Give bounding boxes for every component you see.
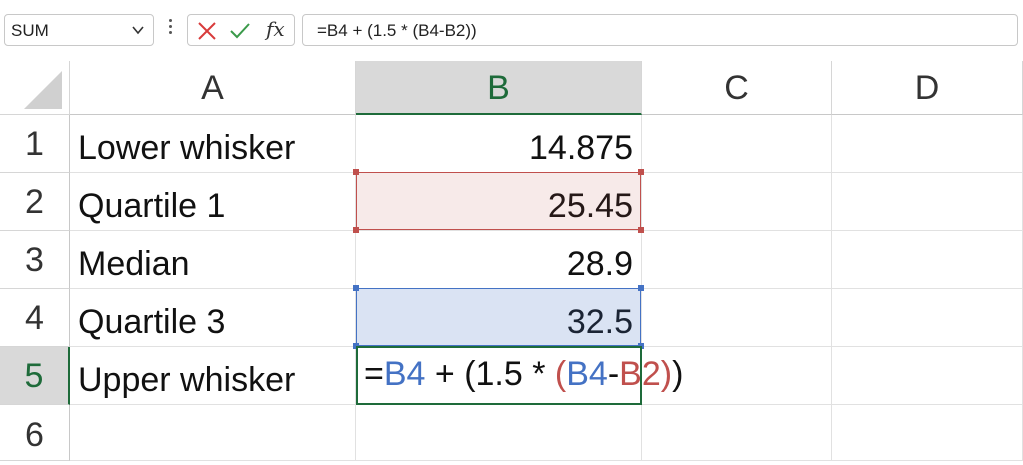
reference-handle[interactable]: [353, 169, 359, 175]
formula-equals: =: [364, 355, 384, 393]
reference-handle[interactable]: [353, 227, 359, 233]
column-header-a[interactable]: A: [70, 61, 356, 115]
cell-d4[interactable]: [832, 289, 1023, 347]
cell-b3-value: 28.9: [566, 245, 633, 283]
cell-c2[interactable]: [642, 173, 832, 231]
cell-a2-value: Quartile 1: [78, 187, 226, 225]
formula-ref-b2: B2: [619, 355, 661, 393]
cell-a3-value: Median: [78, 245, 190, 283]
formula-text: =B4 + (1.5 * (B4-B2)): [317, 21, 477, 40]
reference-highlight-b4: [356, 288, 641, 346]
cell-b1[interactable]: 14.875: [356, 115, 642, 173]
row-header-6[interactable]: 6: [0, 405, 70, 461]
cell-c6[interactable]: [642, 405, 832, 461]
cell-b4-value: 32.5: [566, 303, 633, 341]
column-header-b[interactable]: B: [356, 61, 642, 115]
insert-function-icon[interactable]: fx: [266, 17, 285, 41]
cell-b1-value: 14.875: [529, 129, 633, 167]
column-header-d[interactable]: D: [832, 61, 1023, 115]
formula-paren-close: ): [660, 355, 673, 393]
cell-a3[interactable]: Median: [70, 231, 356, 289]
reference-highlight-b2: [356, 172, 641, 230]
active-cell-b5[interactable]: [356, 346, 642, 405]
cell-b3[interactable]: 28.9: [356, 231, 642, 289]
cell-a2[interactable]: Quartile 1: [70, 173, 356, 231]
cell-c5[interactable]: [642, 347, 832, 405]
cell-a5-value: Upper whisker: [78, 361, 296, 399]
more-vert-icon[interactable]: [167, 16, 173, 44]
cell-d1[interactable]: [832, 115, 1023, 173]
formula-buttons: fx: [187, 14, 295, 46]
formula-paren-open: (: [554, 355, 567, 393]
formula-ref-b4: B4: [566, 355, 608, 393]
reference-handle[interactable]: [638, 227, 644, 233]
chevron-down-icon[interactable]: [131, 23, 145, 42]
cell-d3[interactable]: [832, 231, 1023, 289]
row-header-2[interactable]: 2: [0, 173, 70, 231]
cell-a4[interactable]: Quartile 3: [70, 289, 356, 347]
cell-b2-value: 25.45: [547, 187, 633, 225]
cell-b6[interactable]: [356, 405, 642, 461]
row-header-1[interactable]: 1: [0, 115, 70, 173]
cell-d6[interactable]: [832, 405, 1023, 461]
row-header-3[interactable]: 3: [0, 231, 70, 289]
row-header-4[interactable]: 4: [0, 289, 70, 347]
cell-edit-formula[interactable]: =B4 + (1.5 * (B4-B2)): [364, 355, 683, 394]
cell-a6[interactable]: [70, 405, 356, 461]
formula-bar: SUM fx =B4 + (1.5 * (B4-B2)): [0, 0, 1023, 62]
reference-handle[interactable]: [638, 169, 644, 175]
formula-operator: + (1.5 *: [425, 355, 555, 393]
formula-ref-b4: B4: [383, 355, 426, 393]
column-header-c[interactable]: C: [642, 61, 832, 115]
cell-c1[interactable]: [642, 115, 832, 173]
row-header-5[interactable]: 5: [0, 347, 70, 405]
select-all-button[interactable]: [0, 61, 70, 115]
formula-input[interactable]: =B4 + (1.5 * (B4-B2)): [302, 14, 1018, 46]
enter-icon[interactable]: [228, 19, 252, 43]
formula-paren-close-outer: ): [672, 355, 684, 393]
cell-d5[interactable]: [832, 347, 1023, 405]
cell-a1[interactable]: Lower whisker: [70, 115, 356, 173]
cell-c3[interactable]: [642, 231, 832, 289]
reference-handle[interactable]: [638, 285, 644, 291]
cancel-icon[interactable]: [195, 19, 219, 43]
cell-a4-value: Quartile 3: [78, 303, 226, 341]
cell-d2[interactable]: [832, 173, 1023, 231]
reference-handle[interactable]: [353, 285, 359, 291]
cell-a1-value: Lower whisker: [78, 129, 296, 167]
name-box-value: SUM: [11, 21, 49, 40]
cell-c4[interactable]: [642, 289, 832, 347]
cell-a5[interactable]: Upper whisker: [70, 347, 356, 405]
formula-minus: -: [607, 355, 620, 393]
cell-b2[interactable]: 25.45: [356, 173, 642, 231]
name-box[interactable]: SUM: [4, 14, 154, 46]
